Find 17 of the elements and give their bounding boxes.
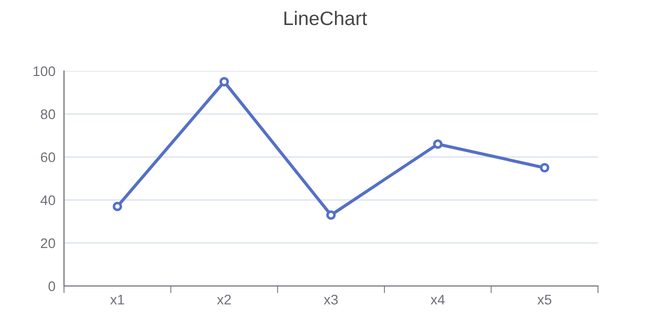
y-tick-label: 20 xyxy=(40,238,56,248)
x-tick-label: x5 xyxy=(537,294,552,305)
x-tick-label: x4 xyxy=(430,294,445,304)
y-tick-label: 0 xyxy=(48,281,56,292)
y-tick-label: 80 xyxy=(40,109,56,120)
point xyxy=(219,77,229,86)
y-tick-label: 100 xyxy=(34,66,56,76)
point xyxy=(540,163,550,172)
x-tick-label: x2 xyxy=(217,294,231,304)
point xyxy=(112,202,122,212)
y-tick-label: 40 xyxy=(40,195,56,206)
y-tick-label: 60 xyxy=(40,152,56,162)
x-tick-label: x3 xyxy=(324,294,338,305)
point xyxy=(326,210,336,220)
chart-title: LineChart xyxy=(284,10,368,26)
point xyxy=(433,139,443,149)
x-tick-label: x1 xyxy=(110,294,124,304)
